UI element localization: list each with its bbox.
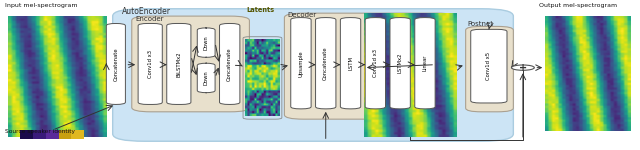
Text: Input mel-spectrogram: Input mel-spectrogram [4, 3, 77, 8]
Text: Concatenate: Concatenate [113, 47, 118, 81]
Text: Concatenate: Concatenate [323, 46, 328, 80]
Bar [71, 130, 84, 139]
Text: +: + [519, 63, 527, 73]
FancyBboxPatch shape [284, 13, 456, 119]
FancyBboxPatch shape [220, 23, 240, 104]
FancyBboxPatch shape [197, 28, 215, 57]
FancyBboxPatch shape [390, 18, 410, 109]
Text: Concatenate: Concatenate [227, 47, 232, 81]
Text: BiLSTMx2: BiLSTMx2 [177, 51, 181, 77]
Text: Source speaker identity: Source speaker identity [4, 129, 75, 134]
Text: LSTM: LSTM [348, 56, 353, 70]
Bar [46, 130, 59, 139]
FancyBboxPatch shape [167, 23, 191, 104]
FancyBboxPatch shape [106, 23, 125, 104]
Text: Conv1d x3: Conv1d x3 [148, 50, 153, 78]
FancyBboxPatch shape [415, 18, 435, 109]
Text: Encoder: Encoder [135, 16, 163, 22]
FancyBboxPatch shape [340, 18, 361, 109]
FancyBboxPatch shape [466, 26, 513, 112]
Text: Latents: Latents [246, 7, 275, 13]
Text: Output mel-spectrogram: Output mel-spectrogram [539, 3, 617, 8]
Text: Linear: Linear [422, 55, 428, 71]
FancyBboxPatch shape [365, 18, 385, 109]
Text: Upsample: Upsample [298, 50, 303, 76]
Text: Conv1d x5: Conv1d x5 [486, 52, 492, 80]
Bar [33, 130, 46, 139]
FancyBboxPatch shape [197, 63, 215, 93]
FancyBboxPatch shape [132, 16, 250, 112]
Text: Down: Down [204, 35, 209, 50]
FancyBboxPatch shape [471, 29, 507, 103]
Text: AutoEncoder: AutoEncoder [122, 7, 172, 16]
Text: Decoder: Decoder [287, 12, 317, 18]
Bar [59, 130, 71, 139]
Bar [20, 130, 33, 139]
Text: Down: Down [204, 70, 209, 85]
Text: LSTMx2: LSTMx2 [397, 53, 403, 74]
Circle shape [511, 65, 534, 70]
FancyBboxPatch shape [138, 23, 163, 104]
FancyBboxPatch shape [113, 9, 513, 141]
Text: Postnet: Postnet [468, 21, 493, 27]
FancyBboxPatch shape [291, 18, 311, 109]
FancyBboxPatch shape [316, 18, 336, 109]
Text: Conv1d x3: Conv1d x3 [373, 49, 378, 77]
